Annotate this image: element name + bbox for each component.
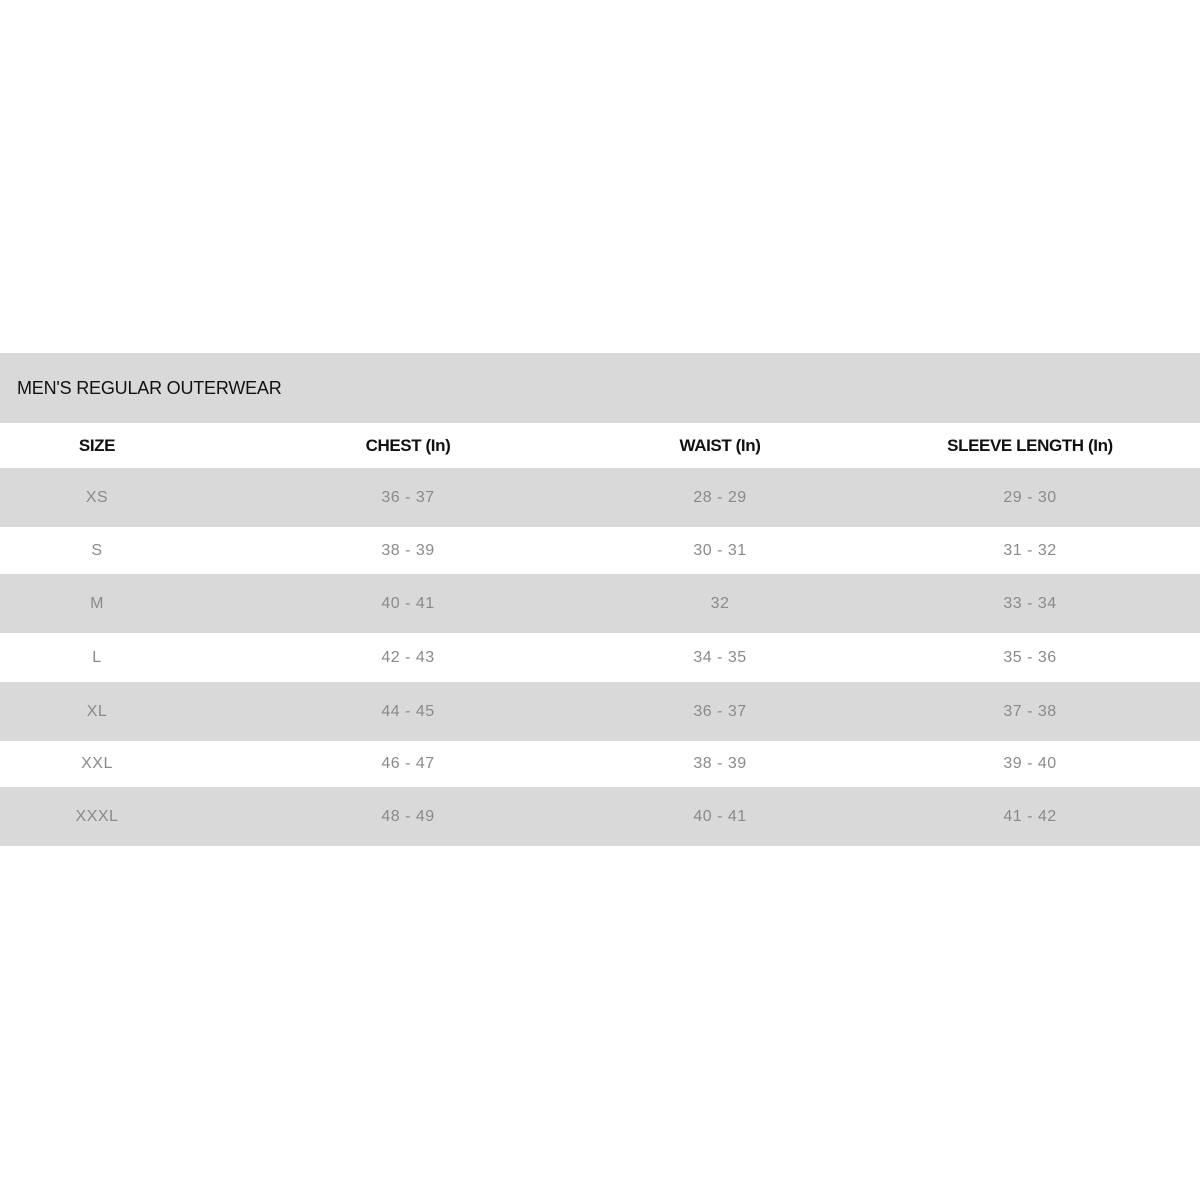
cell-sleeve-length: 41 - 42 (1003, 807, 1057, 825)
cell-size: M (90, 594, 104, 612)
table-row: XS 36 - 37 28 - 29 29 - 30 (0, 468, 1200, 527)
header-row: SIZE CHEST (In) WAIST (In) SLEEVE LENGTH… (0, 423, 1200, 468)
cell-chest: 48 - 49 (381, 807, 435, 825)
table-row: XXL 46 - 47 38 - 39 39 - 40 (0, 741, 1200, 787)
cell-waist: 38 - 39 (693, 755, 747, 772)
cell-sleeve-length: 35 - 36 (1003, 648, 1057, 666)
size-chart-table: MEN'S REGULAR OUTERWEAR SIZE CHEST (In) … (0, 353, 1200, 846)
table-row: S 38 - 39 30 - 31 31 - 32 (0, 527, 1200, 574)
column-header-chest: CHEST (In) (365, 435, 451, 455)
cell-sleeve-length: 37 - 38 (1003, 702, 1057, 720)
cell-size: S (91, 541, 103, 559)
table-row: XL 44 - 45 36 - 37 37 - 38 (0, 682, 1200, 741)
column-header-size: SIZE (78, 435, 116, 455)
cell-size: XXL (81, 755, 113, 772)
cell-chest: 40 - 41 (381, 594, 435, 612)
cell-waist: 40 - 41 (693, 807, 747, 825)
cell-size: XL (86, 702, 108, 720)
cell-size: L (92, 648, 102, 666)
table-row: M 40 - 41 32 33 - 34 (0, 574, 1200, 633)
table-row: XXXL 48 - 49 40 - 41 41 - 42 (0, 787, 1200, 846)
cell-size: XXXL (75, 807, 119, 825)
table-title: MEN'S REGULAR OUTERWEAR (17, 377, 282, 398)
cell-waist: 32 (710, 594, 730, 612)
cell-sleeve-length: 31 - 32 (1003, 541, 1057, 559)
cell-chest: 38 - 39 (381, 541, 435, 559)
cell-chest: 44 - 45 (381, 702, 435, 720)
cell-chest: 42 - 43 (381, 648, 435, 666)
cell-sleeve-length: 33 - 34 (1003, 594, 1057, 612)
column-header-sleeve-length: SLEEVE LENGTH (In) (947, 435, 1113, 455)
cell-sleeve-length: 39 - 40 (1003, 755, 1057, 772)
cell-waist: 36 - 37 (693, 702, 747, 720)
title-band: MEN'S REGULAR OUTERWEAR (0, 353, 1200, 423)
table-row: L 42 - 43 34 - 35 35 - 36 (0, 633, 1200, 682)
cell-sleeve-length: 29 - 30 (1003, 488, 1057, 506)
cell-waist: 28 - 29 (693, 488, 747, 506)
cell-waist: 34 - 35 (693, 648, 747, 666)
cell-chest: 36 - 37 (381, 488, 435, 506)
cell-size: XS (85, 488, 109, 506)
cell-waist: 30 - 31 (693, 541, 747, 559)
column-header-waist: WAIST (In) (679, 435, 761, 455)
cell-chest: 46 - 47 (381, 755, 435, 772)
